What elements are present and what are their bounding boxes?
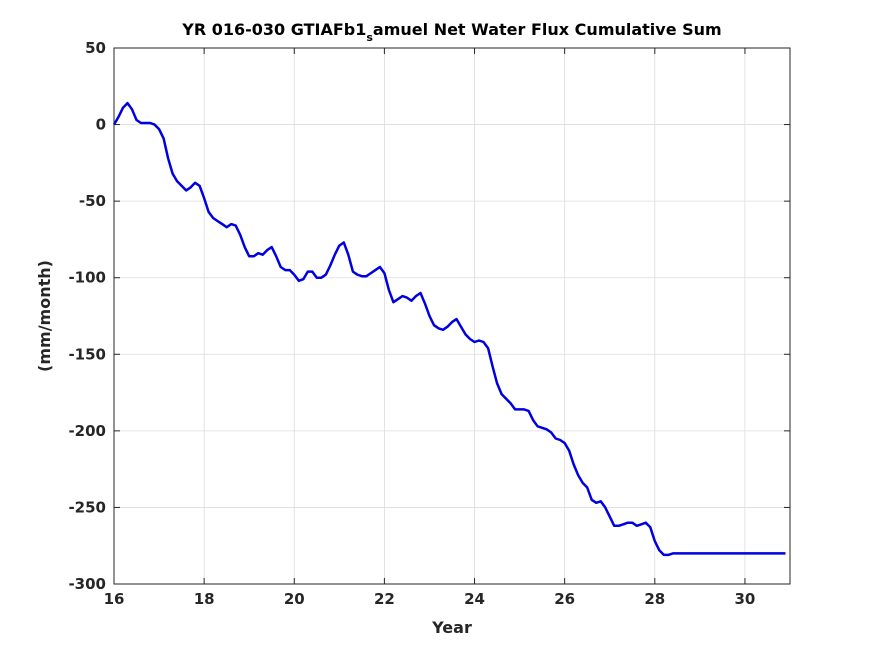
series-line bbox=[112, 101, 786, 557]
grid bbox=[113, 47, 790, 585]
x-tick-label: 28 bbox=[644, 590, 665, 608]
y-tick-label: -150 bbox=[68, 345, 106, 363]
chart-title-subscript: s bbox=[366, 31, 373, 44]
axis-ticks: 16 18 20 22 24 26 28 30 50 0 -50 -100 -150 -200 -250 -3… bbox=[68, 39, 790, 608]
x-tick-label: 18 bbox=[194, 590, 215, 608]
x-tick-label: 22 bbox=[374, 590, 395, 608]
chart-title-main: YR 016-030 GTIAFb1 bbox=[181, 20, 366, 39]
x-tick-label: 24 bbox=[464, 590, 485, 608]
x-axis-label: Year bbox=[431, 618, 472, 637]
x-tick-label: 26 bbox=[554, 590, 575, 608]
chart-title: YR 016-030 GTIAFb1samuel Net Water Flux … bbox=[181, 20, 721, 44]
y-tick-label: -250 bbox=[68, 498, 106, 516]
y-tick-label: -200 bbox=[68, 422, 106, 440]
x-tick-label: 16 bbox=[104, 590, 125, 608]
x-tick-label: 30 bbox=[734, 590, 755, 608]
plot-frame bbox=[113, 47, 791, 585]
y-tick-label: -100 bbox=[68, 269, 106, 287]
y-tick-label: 50 bbox=[85, 39, 106, 57]
series-layer bbox=[112, 101, 786, 557]
y-tick-label: 0 bbox=[96, 116, 106, 134]
chart-title-rest: amuel Net Water Flux Cumulative Sum bbox=[373, 20, 722, 39]
y-tick-label: -300 bbox=[68, 575, 106, 593]
y-axis-label: (mm/month) bbox=[35, 260, 54, 372]
y-tick-label: -50 bbox=[79, 192, 106, 210]
x-tick-label: 20 bbox=[284, 590, 305, 608]
